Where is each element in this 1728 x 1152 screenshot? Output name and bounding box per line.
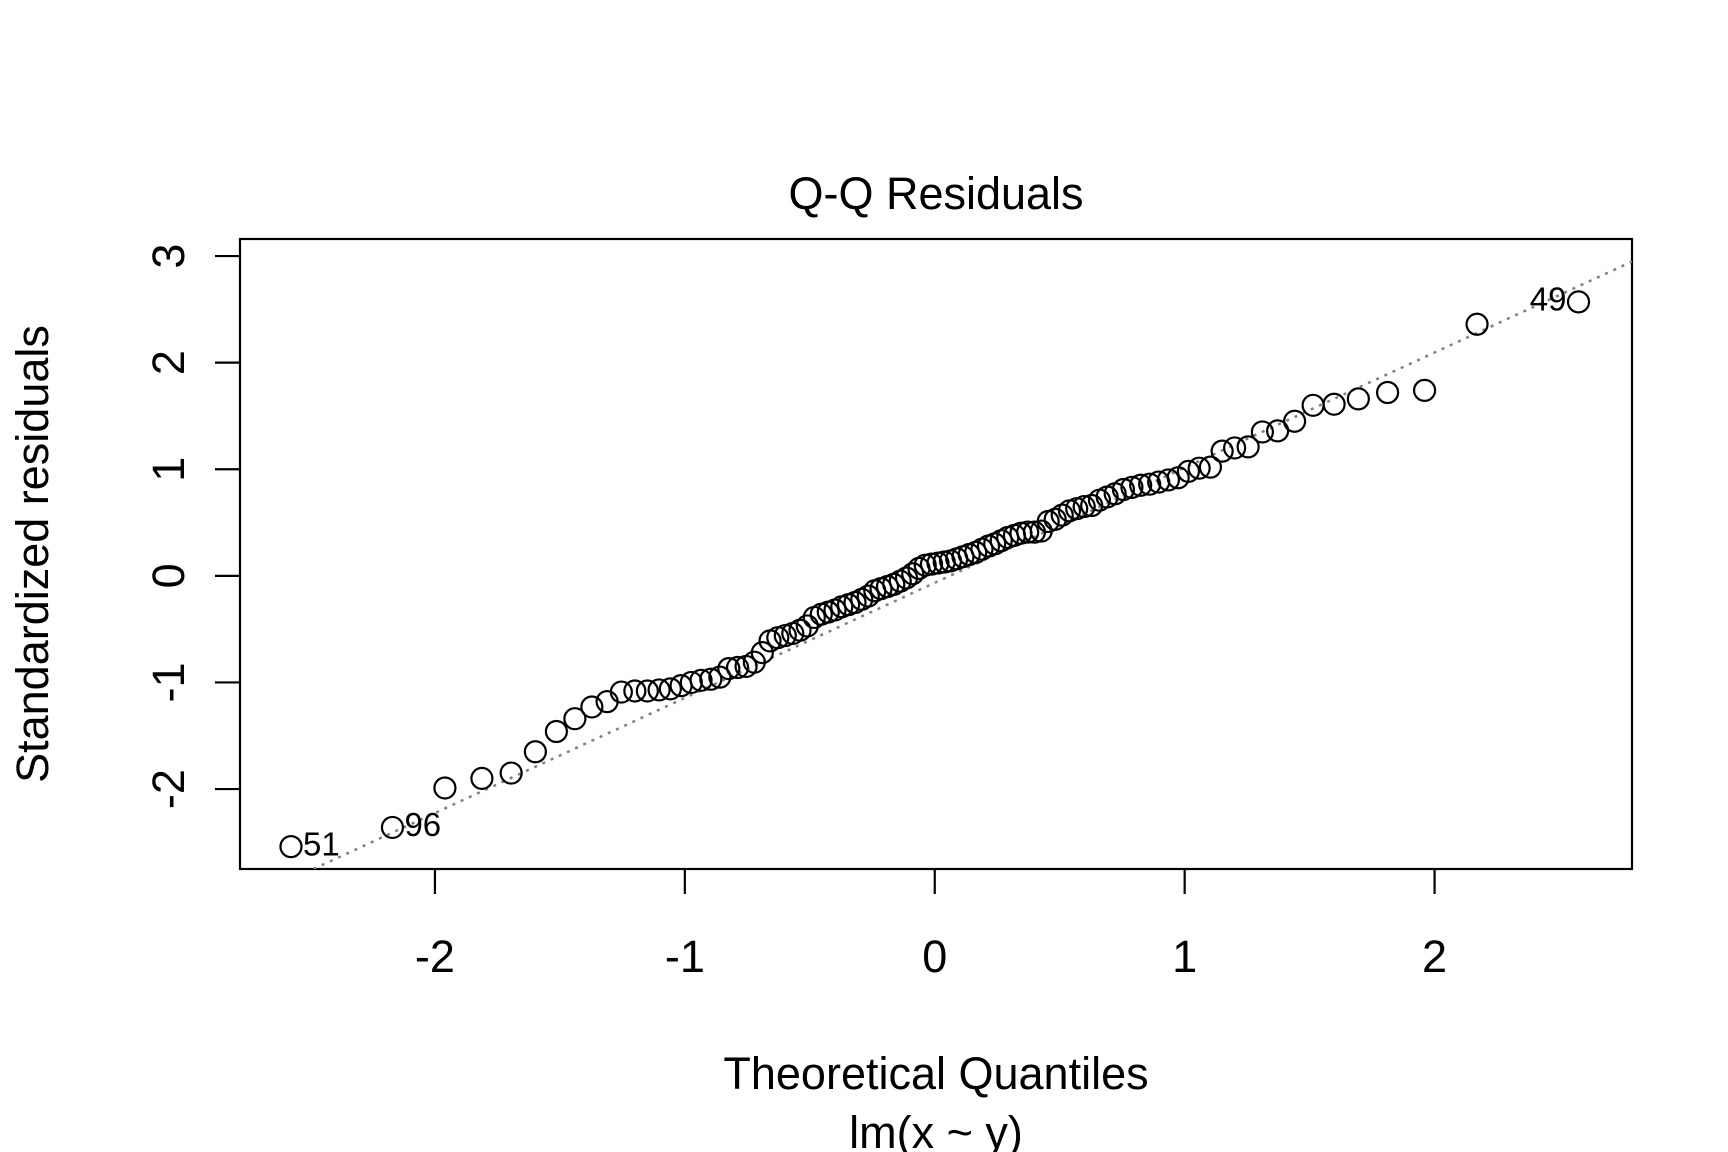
point xyxy=(1346,387,1370,411)
point xyxy=(1111,477,1136,502)
y-tick-label: 0 xyxy=(143,563,194,588)
point xyxy=(623,679,647,703)
x-tick-label: 0 xyxy=(922,931,947,982)
point xyxy=(1465,312,1489,336)
point xyxy=(856,584,880,608)
y-tick-label: -2 xyxy=(143,769,194,809)
y-tick-label: -1 xyxy=(143,662,194,702)
point xyxy=(279,835,303,859)
point xyxy=(1176,459,1201,483)
point xyxy=(580,695,604,719)
point xyxy=(901,562,925,586)
y-axis-label: Standardized residuals xyxy=(7,325,58,783)
plot-area xyxy=(310,260,1632,869)
point xyxy=(609,680,633,704)
point xyxy=(499,761,523,785)
point xyxy=(658,677,682,701)
point xyxy=(1156,468,1181,492)
plot-frame xyxy=(238,237,1634,871)
x-tick-label: -2 xyxy=(415,931,455,982)
point xyxy=(1187,456,1211,480)
point xyxy=(1198,455,1223,479)
y-tick-label: 2 xyxy=(143,350,194,375)
point xyxy=(1375,380,1400,405)
x-axis-label: Theoretical Quantiles xyxy=(723,1048,1148,1099)
point-label: 96 xyxy=(404,806,441,843)
point xyxy=(708,665,732,689)
point xyxy=(1283,409,1307,433)
point xyxy=(1566,290,1591,314)
y-tick-label: 3 xyxy=(143,244,194,269)
point xyxy=(750,641,774,665)
point-label: 51 xyxy=(303,825,340,862)
x-tick-label: 1 xyxy=(1172,931,1197,982)
point xyxy=(1322,392,1346,416)
point xyxy=(1250,420,1274,444)
point xyxy=(1210,439,1234,463)
point xyxy=(1016,520,1040,544)
point xyxy=(647,678,671,702)
point xyxy=(699,667,723,691)
point xyxy=(1412,378,1437,402)
y-tick-label: 1 xyxy=(143,457,194,482)
point xyxy=(523,740,547,764)
point xyxy=(380,815,405,840)
point xyxy=(1043,507,1067,531)
x-tick-label: -1 xyxy=(665,931,705,982)
point xyxy=(470,766,494,790)
point xyxy=(635,679,659,703)
point xyxy=(788,618,812,642)
point xyxy=(725,655,750,680)
x-tick-label: 2 xyxy=(1422,931,1447,982)
point-label: 49 xyxy=(1530,281,1567,318)
point xyxy=(795,614,819,638)
point xyxy=(1138,472,1162,496)
point xyxy=(717,656,741,681)
point xyxy=(1129,473,1153,497)
point xyxy=(1236,435,1260,459)
point xyxy=(1223,436,1247,460)
x-axis-sublabel: lm(x ~ y) xyxy=(849,1107,1023,1152)
point xyxy=(1120,475,1144,499)
point xyxy=(544,719,568,744)
point xyxy=(689,668,713,692)
point xyxy=(1072,494,1096,519)
point xyxy=(563,707,587,731)
chart-title: Q-Q Residuals xyxy=(788,168,1083,219)
point xyxy=(433,776,457,800)
reference-line xyxy=(310,260,1632,869)
